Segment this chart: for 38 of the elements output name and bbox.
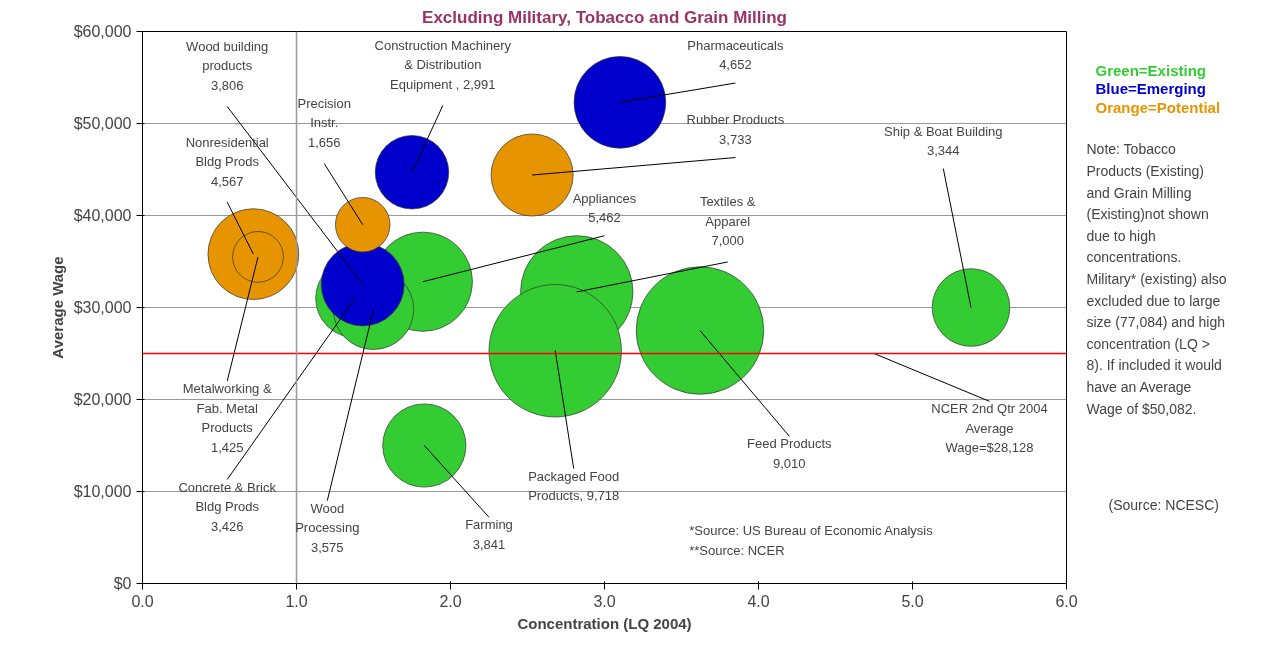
text: Green=Existing — [1095, 61, 1206, 79]
chart-title: Excluding Military, Tobacco and Grain Milling — [422, 7, 787, 27]
y-axis-title: Average Wage — [48, 256, 66, 359]
annotation: Concrete & Brick Bldg Prods 3,426 — [178, 479, 277, 534]
x-axis-title: Concentration (LQ 2004) — [517, 614, 692, 632]
annotation: Textiles & Apparel 7,000 — [699, 194, 756, 249]
x-tick-label: 1.0 — [285, 592, 308, 610]
y-tick-label: $20,000 — [73, 391, 132, 408]
annotation: Feed Products 9,010 — [747, 436, 833, 471]
y-tick-label: $50,000 — [73, 115, 132, 132]
text: Blue=Emerging — [1095, 80, 1206, 98]
annotation: Appliances 5,462 — [572, 190, 637, 226]
annotation: Rubber Products 3,733 — [686, 112, 785, 147]
annotation: Pharmaceuticals 4,652 — [687, 37, 784, 73]
x-tick-label: 0.0 — [131, 592, 154, 610]
annotation: Metalworking & Fab. Metal Products 1,425 — [182, 381, 272, 455]
y-tick-label: $0 — [113, 575, 132, 592]
x-tick-label: 5.0 — [901, 592, 924, 610]
x-tick-label: 6.0 — [1055, 592, 1078, 610]
y-tick-label: $10,000 — [73, 483, 132, 500]
x-tick-label: 2.0 — [439, 592, 462, 610]
text: (Source: NCESC) — [1108, 497, 1219, 514]
annotation: Wood building products 3,806 — [186, 38, 269, 93]
annotation: Packaged Food Products, 9,718 — [528, 468, 620, 503]
annotation: Precision Instr. 1,656 — [297, 95, 351, 150]
annotation: Ship & Boat Building 3,344 — [884, 123, 1003, 158]
annotation: Construction Machinery & Distribution Equipment , 2,991 — [374, 37, 512, 92]
text: Note: Tobacco Products (Existing) and Grain Milling (Existing)not shown due to high concentrations. Military* (existing) also excluded due to large size (77,084) and high concentration (LQ > 8). If included it would have an Average Wage of $50,082. — [1086, 141, 1227, 417]
y-tick-label: $40,000 — [73, 207, 132, 224]
annotation: Farming 3,841 — [465, 517, 513, 552]
annotation: Wood Processing 3,575 — [295, 500, 360, 555]
text: Orange=Potential — [1095, 98, 1221, 116]
annotation: *Source: US Bureau of Economic Analysis **Source: NCER — [689, 522, 934, 559]
x-tick-label: 3.0 — [593, 592, 616, 610]
x-tick-label: 4.0 — [747, 592, 770, 610]
annotation: NCER 2nd Qtr 2004 Average Wage=$28,128 — [931, 401, 1048, 456]
y-tick-label: $60,000 — [73, 23, 132, 40]
y-tick-label: $30,000 — [73, 299, 132, 316]
